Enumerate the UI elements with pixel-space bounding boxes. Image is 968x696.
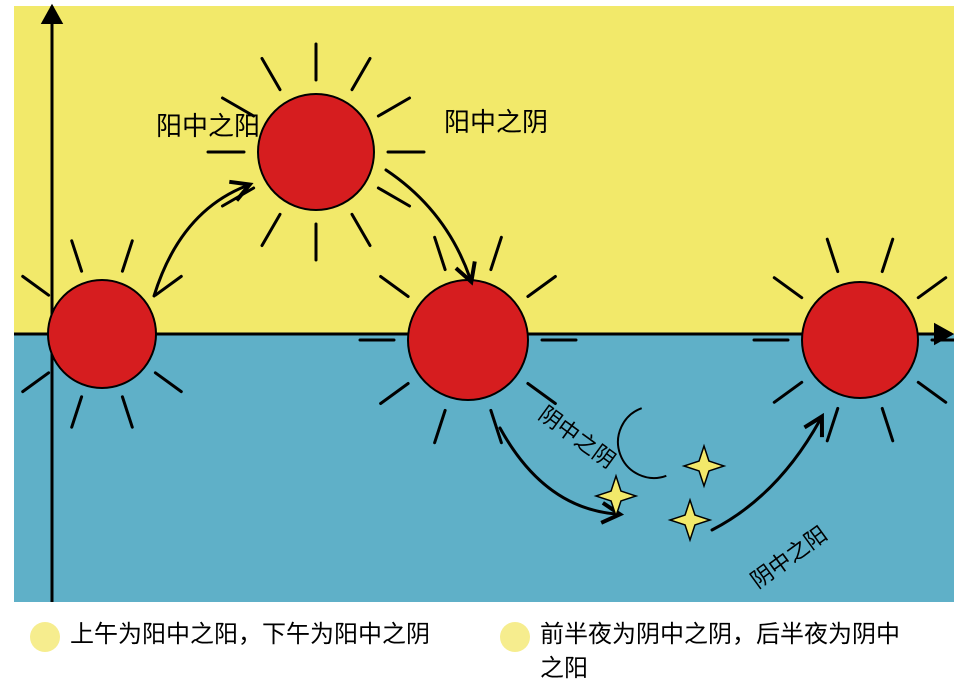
legend: 上午为阳中之阳，下午为阳中之阴 前半夜为阴中之阴，后半夜为阴中之阳 xyxy=(30,618,950,696)
label-yang-in-yang: 阳中之阳 xyxy=(156,106,260,143)
label-yin-in-yang: 阳中之阴 xyxy=(444,102,548,139)
star-icon xyxy=(596,476,636,516)
legend-text-night: 前半夜为阴中之阴，后半夜为阴中之阳 xyxy=(540,618,900,686)
legend-text-day: 上午为阳中之阳，下午为阳中之阴 xyxy=(70,618,430,652)
yin-yang-diagram: 阳中之阳 阳中之阴 阴中之阴 阴中之阳 xyxy=(14,0,954,604)
legend-item-night: 前半夜为阴中之阴，后半夜为阴中之阳 xyxy=(500,618,900,686)
star-icon xyxy=(670,500,710,540)
legend-dot-icon xyxy=(30,622,60,652)
legend-dot-icon xyxy=(500,622,530,652)
star-icon xyxy=(684,446,724,486)
moon-stars-layer xyxy=(14,0,954,604)
container: 阳中之阳 阳中之阴 阴中之阴 阴中之阳 上午为阳中之阳，下午为阳中之阴 前半夜为… xyxy=(0,0,968,696)
legend-item-day: 上午为阳中之阳，下午为阳中之阴 xyxy=(30,618,430,652)
